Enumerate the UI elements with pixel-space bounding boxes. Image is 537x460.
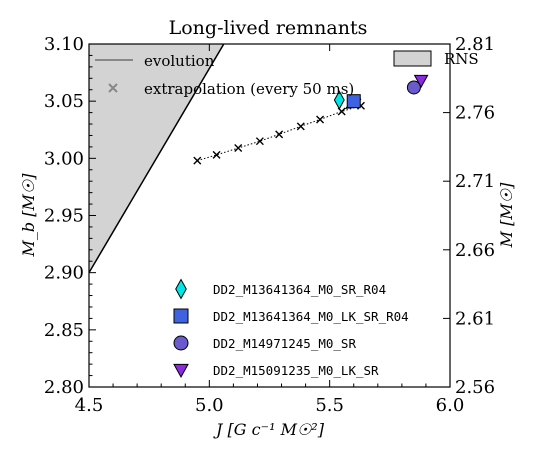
chart-title: Long-lived remnants xyxy=(169,17,368,39)
y-tick-label: 2.80 xyxy=(44,377,84,398)
series-marker xyxy=(346,94,361,109)
extrapolation-marker xyxy=(296,122,305,131)
x-tick-label: 6.0 xyxy=(436,395,465,416)
legend-rns-label: RNS xyxy=(444,50,479,68)
y-tick-label-right: 2.66 xyxy=(455,240,495,261)
y-tick-label: 3.05 xyxy=(44,91,84,112)
y-tick-label: 3.00 xyxy=(44,148,84,169)
y-tick-label-right: 2.76 xyxy=(455,103,495,124)
extrapolation-marker xyxy=(255,137,264,146)
y-tick-label-right: 2.61 xyxy=(455,308,495,329)
extrapolation-marker xyxy=(275,130,284,139)
legend-extrapolation-label: extrapolation (every 50 ms) xyxy=(144,80,354,98)
x-tick-label: 4.5 xyxy=(75,395,104,416)
y-axis-label: M_b [M☉] xyxy=(19,173,38,258)
series-marker xyxy=(406,80,421,95)
extrapolation-marker xyxy=(212,150,221,159)
series-marker xyxy=(413,74,429,89)
extrapolation-marker xyxy=(234,144,243,153)
legend-series-marker xyxy=(173,335,189,351)
rns-boundary-line xyxy=(89,44,225,274)
legend-series-marker xyxy=(175,278,187,300)
y-tick-label: 2.95 xyxy=(44,206,84,227)
y-tick-label-right: 2.81 xyxy=(455,34,495,55)
y-tick-label-right: 2.71 xyxy=(455,171,495,192)
legend-series-marker xyxy=(173,308,189,324)
legend-series-label: DD2_M13641364_M0_LK_SR_R04 xyxy=(213,309,409,324)
extrapolation-marker xyxy=(316,115,325,124)
legend-series-label: DD2_M13641364_M0_SR_R04 xyxy=(213,282,386,297)
y-tick-label-right: 2.56 xyxy=(455,377,495,398)
x-axis-label: J [G c⁻¹ M☉²] xyxy=(213,420,325,439)
series-marker xyxy=(333,90,345,110)
x-tick-label: 5.5 xyxy=(315,395,344,416)
legend-evolution-label: evolution xyxy=(144,52,215,70)
legend-series-label: DD2_M14971245_M0_SR xyxy=(213,336,356,351)
legend-rns-swatch xyxy=(393,50,432,67)
y-tick-label: 2.90 xyxy=(44,263,84,284)
extrapolation-line xyxy=(197,105,362,162)
legend-series-label: DD2_M15091235_M0_LK_SR xyxy=(213,363,379,378)
legend-extrapolation-swatch xyxy=(108,83,118,93)
y-tick-label: 3.10 xyxy=(44,34,84,55)
x-tick-label: 5.0 xyxy=(195,395,224,416)
extrapolation-marker xyxy=(193,156,202,165)
y-tick-label: 2.85 xyxy=(44,320,84,341)
y-axis-label-right: M [M☉] xyxy=(497,182,516,248)
legend-series-marker xyxy=(173,363,189,379)
